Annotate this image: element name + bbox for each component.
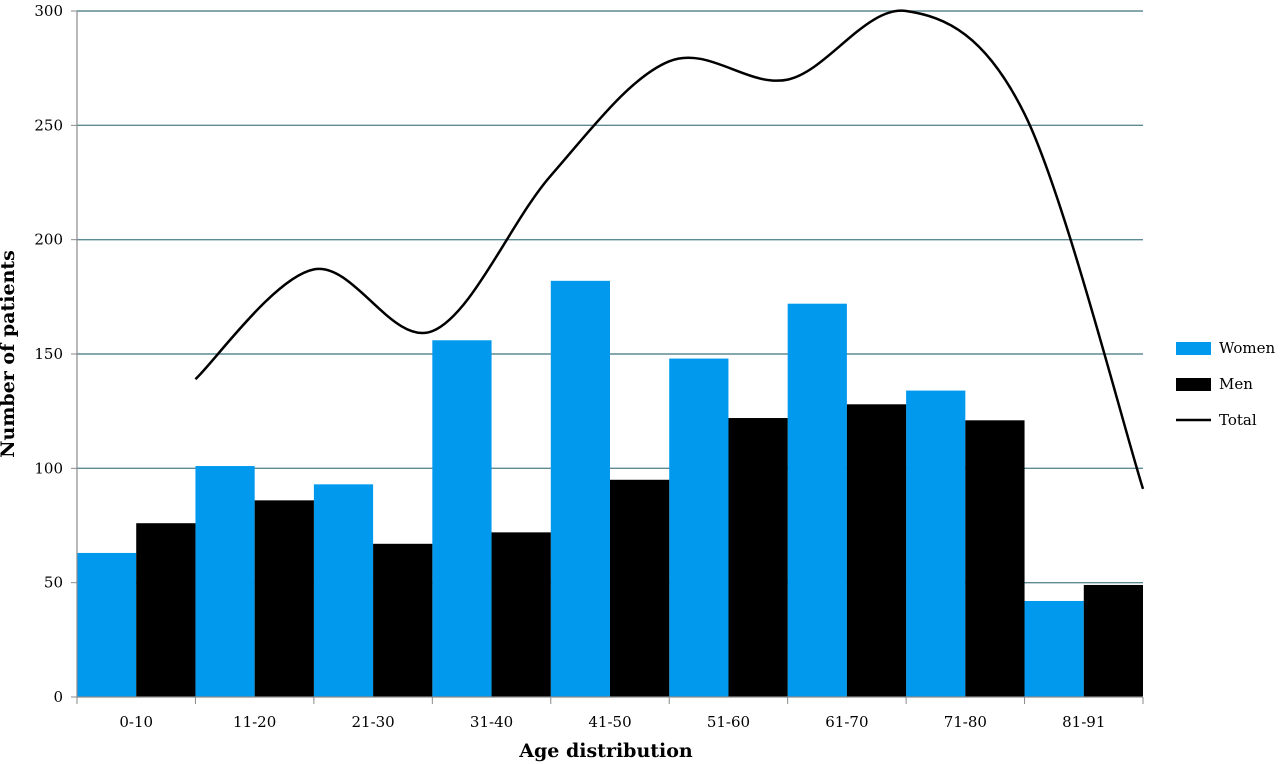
bar-women-81-91 [1024,600,1084,697]
x-tick-labels: 0-10 11-20 21-30 31-40 41-50 51-60 61-70 71-80 8… [119,713,1105,731]
bar-men-61-70 [846,404,907,697]
x-tick-label-41-50: 41-50 [588,713,631,731]
bar-men-11-20 [254,500,314,697]
x-tick-label-0-10: 0-10 [119,713,153,731]
bar-women-11-20 [195,466,255,697]
x-tick-label-11-20: 11-20 [233,713,276,731]
legend: Women Men Total [1176,339,1276,429]
y-axis-title: Number of patients [0,250,19,458]
bar-men-51-60 [728,418,788,697]
bar-men-31-40 [491,532,551,697]
y-tick-label-5: 250 [34,116,63,134]
x-axis-title: Age distribution [518,740,693,762]
y-tick-label-1: 50 [44,574,63,592]
y-tick-label-4: 200 [34,231,63,249]
bar-women-0-10 [77,552,137,697]
x-tick-label-71-80: 71-80 [944,713,987,731]
bar-men-0-10 [136,523,196,697]
bar-men-71-80 [965,420,1025,697]
legend-label-women: Women [1219,339,1276,357]
x-tick-label-61-70: 61-70 [825,713,868,731]
bar-women-71-80 [906,390,966,697]
x-tick-label-81-91: 81-91 [1062,713,1105,731]
axes [76,11,1144,704]
y-tick-label-3: 150 [34,345,63,363]
y-tick-labels: 0 50 100 150 200 250 300 [34,2,63,706]
bar-men-21-30 [373,543,433,697]
x-tick-label-21-30: 21-30 [351,713,394,731]
x-tick-label-31-40: 31-40 [470,713,513,731]
bar-women-31-40 [432,340,492,697]
y-tick-label-2: 100 [34,459,63,477]
bar-women-51-60 [669,358,729,697]
y-tick-label-6: 300 [34,2,63,20]
bar-men-81-91 [1083,584,1143,697]
bar-women-41-50 [550,280,610,697]
bar-women-21-30 [313,484,374,697]
bar-women-61-70 [787,303,847,697]
legend-label-total: Total [1219,411,1257,429]
total-line [194,9,1145,490]
x-tick-label-51-60: 51-60 [707,713,750,731]
line-total [194,9,1145,490]
legend-label-men: Men [1219,375,1253,393]
y-tick-label-0: 0 [53,688,63,706]
legend-swatch-women [1176,342,1211,355]
legend-swatch-men [1176,378,1211,391]
bars [77,280,1143,697]
bar-men-41-50 [610,479,670,697]
